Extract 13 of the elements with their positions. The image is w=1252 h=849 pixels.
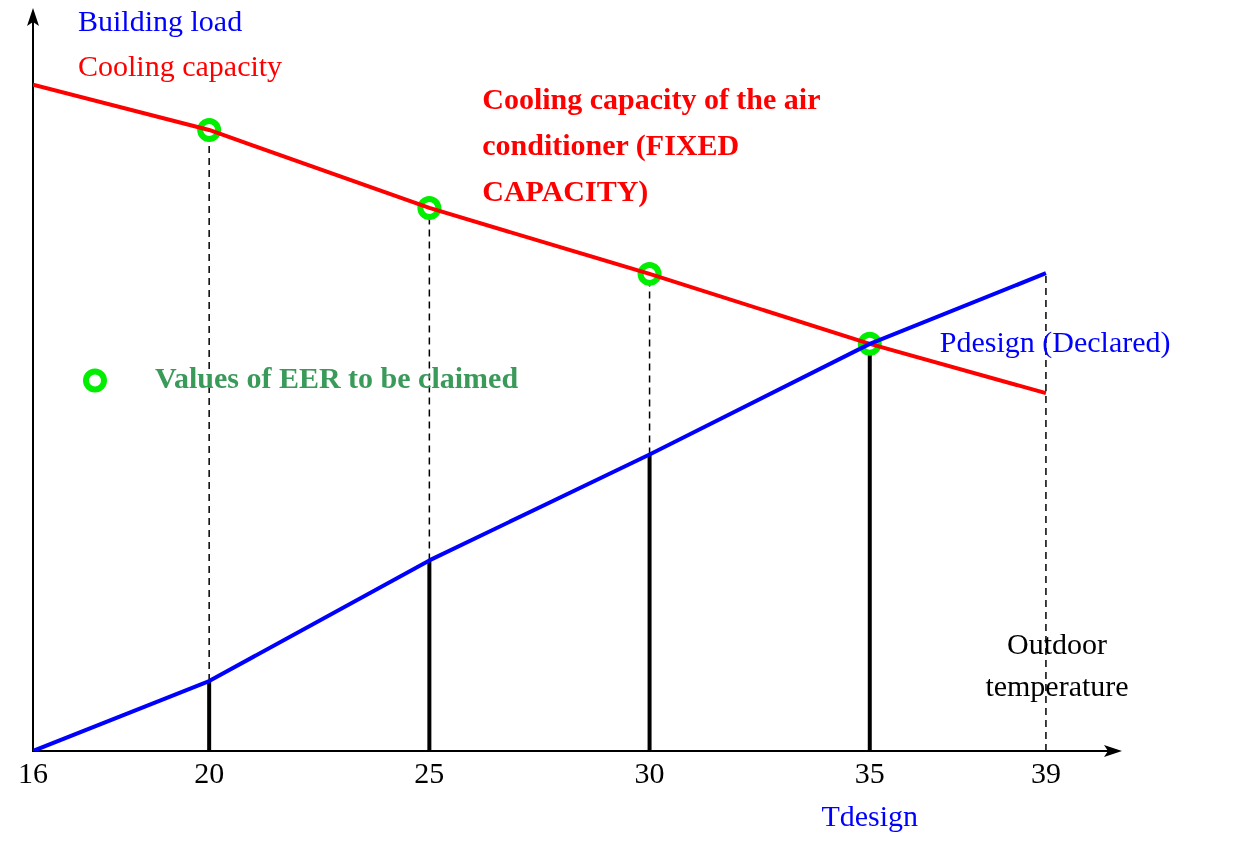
- annotation: Tdesign: [821, 798, 919, 832]
- x-tick-label: 20: [194, 755, 225, 789]
- x-tick-label: 25: [414, 755, 445, 789]
- text: Building load: [78, 3, 243, 37]
- annotation: Pdesign (Declared): [939, 324, 1171, 359]
- x-tick-label: 35: [854, 755, 885, 789]
- x-tick-label: 16: [18, 755, 48, 789]
- x-axis-title: Outdoor temperature: [985, 627, 1129, 702]
- annotation: Cooling capacity of the air conditioner (FIXED CAPACITY): [482, 81, 821, 208]
- x-tick-label: 30: [634, 755, 665, 789]
- series-label: Cooling capacity: [78, 48, 283, 82]
- x-tick-label: 39: [1030, 755, 1061, 789]
- legend-label: Values of EER to be claimed: [155, 361, 519, 395]
